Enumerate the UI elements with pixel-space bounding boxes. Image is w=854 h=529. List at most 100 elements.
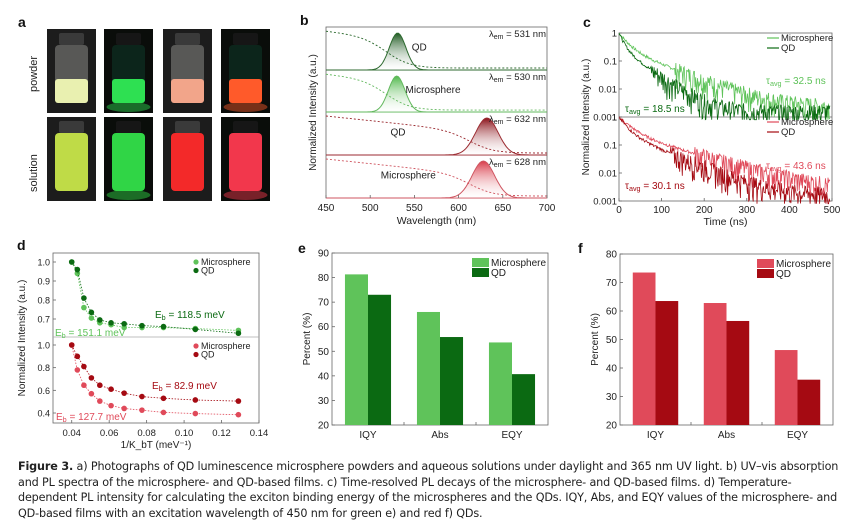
pl-emission-line [326, 117, 547, 156]
data-point-qd [121, 390, 127, 396]
data-point-microsphere [81, 382, 87, 389]
y-tick-label: 90 [318, 249, 330, 260]
x-tick-label: 0.04 [62, 428, 81, 439]
spectrum-green-qd: λem = 531 nm QD [325, 29, 547, 71]
x-tick-label: 200 [696, 205, 713, 216]
absorption-line [325, 115, 547, 154]
photo-powder-3 [163, 29, 212, 113]
bar-iqy-qd [368, 294, 392, 425]
vial-cap [175, 121, 200, 133]
data-point-qd [192, 397, 199, 403]
y-tick-label: 20 [318, 421, 330, 432]
vial-body [171, 133, 204, 191]
bar-eqy-microsphere [774, 350, 798, 425]
y-tick-label: 30 [606, 392, 618, 403]
eb-annotation: Eb = 82.9 meV [152, 381, 217, 393]
vial-body [112, 133, 145, 191]
data-point-microsphere [121, 405, 127, 412]
y-tick-label: 1.0 [37, 341, 50, 351]
data-point-qd [81, 363, 87, 370]
data-point-microsphere [97, 398, 103, 404]
x-tick-label: 700 [539, 203, 556, 214]
x-tick-label: Abs [431, 430, 448, 441]
y-tick-label: 0.1 [604, 141, 617, 152]
legend-label: Microsphere [201, 257, 251, 267]
data-point-qd [74, 266, 81, 273]
x-tick-label: 550 [406, 203, 423, 214]
lambda-em-annotation: λem = 628 nm [489, 157, 546, 169]
photo-solution-4 [221, 117, 270, 201]
y-tick-label: 0.6 [37, 386, 50, 396]
lambda-em-annotation: λem = 531 nm [489, 29, 546, 41]
x-tick-label: 0.10 [175, 428, 194, 439]
y-axis-label: Percent (%) [302, 313, 313, 366]
y-tick-label: 80 [318, 273, 330, 284]
legend-label: Microsphere [781, 117, 833, 128]
panel-f-label: f [578, 240, 583, 256]
data-point-qd [235, 398, 242, 404]
data-point-microsphere [88, 390, 95, 397]
bar-abs-microsphere [416, 311, 440, 425]
legend-label: QD [201, 266, 215, 276]
legend-marker [193, 259, 199, 265]
data-point-microsphere [235, 411, 242, 418]
x-tick-label: 0.14 [250, 428, 269, 439]
eb-annotation: Eb = 151.1 meV [55, 328, 126, 340]
pl-emission-line [326, 160, 547, 199]
pl-emission-line [326, 32, 547, 71]
vial-body [55, 133, 88, 191]
series-label: QD [391, 128, 406, 139]
tau-avg-annotation: τavg = 32.5 ns [766, 76, 826, 88]
legend-label: Microsphere [491, 258, 546, 269]
y-tick-label: 0.8 [37, 296, 50, 306]
x-axis-label: Wavelength (nm) [397, 215, 477, 227]
vial-cap [175, 33, 200, 45]
series-label: QD [412, 43, 427, 54]
bar-abs-microsphere [703, 303, 727, 425]
x-tick-label: IQY [647, 430, 665, 441]
vial-cap [59, 33, 84, 45]
y-tick-label: 1 [612, 29, 617, 40]
tau-avg-annotation: τavg = 30.1 ns [625, 181, 685, 193]
y-tick-label: 60 [606, 307, 618, 318]
vial-cap [116, 33, 141, 45]
legend-marker [193, 351, 199, 358]
spectrum-red-qd: λem = 632 nm QD [325, 114, 547, 156]
legend-label: Microsphere [201, 341, 251, 351]
lambda-em-annotation: λem = 530 nm [489, 72, 546, 84]
panel-a-label: a [18, 14, 26, 30]
photo-solution-1 [47, 117, 96, 201]
x-tick-label: 100 [653, 205, 670, 216]
y-tick-label: 0.7 [37, 315, 50, 325]
x-tick-label: 300 [738, 205, 755, 216]
powder-fill [55, 79, 88, 103]
legend-swatch [757, 269, 774, 278]
bar-iqy-microsphere [344, 274, 368, 425]
tau-avg-annotation: τavg = 43.6 ns [766, 161, 826, 173]
legend-marker [193, 267, 199, 274]
spectrum-red-microsphere: λem = 628 nm Microsphere [325, 157, 547, 199]
series-label: Microsphere [406, 85, 461, 96]
bar-iqy-qd [655, 301, 679, 425]
x-tick-label: 500 [362, 203, 379, 214]
row-label-powder: powder [28, 56, 40, 92]
y-tick-label: 0.01 [599, 85, 618, 96]
x-tick-label: 450 [318, 203, 335, 214]
data-point-qd [108, 320, 114, 326]
data-point-qd [160, 395, 167, 402]
legend-label: QD [781, 127, 795, 138]
y-tick-label: 70 [606, 278, 618, 289]
absorption-line [325, 30, 547, 69]
glow-reflection [223, 190, 268, 200]
x-tick-label: 0.08 [137, 428, 156, 439]
data-point-qd [121, 320, 127, 327]
data-point-qd [97, 382, 103, 389]
data-point-microsphere [81, 304, 87, 311]
x-tick-label: IQY [359, 430, 377, 441]
